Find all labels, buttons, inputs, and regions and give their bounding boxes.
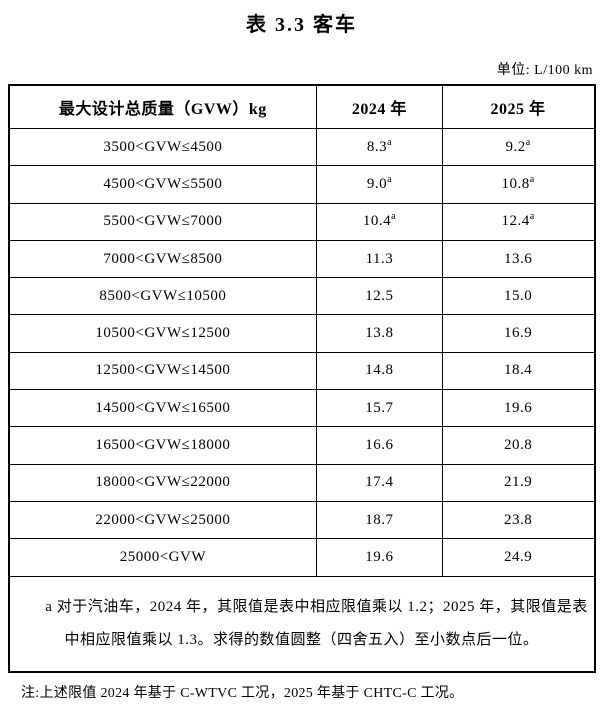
- table-row: 16500<GVW≤18000 16.6 20.8: [7, 426, 596, 465]
- limit-2024: 11.3: [316, 239, 443, 279]
- limit-2024: 9.0a: [316, 165, 443, 204]
- limit-2025: 21.9: [441, 463, 596, 502]
- table-row: 3500<GVW≤4500 8.3a 9.2a: [7, 127, 596, 167]
- gvw-range: 25000<GVW: [7, 538, 318, 577]
- table-footnote: a 对于汽油车，2024 年，其限值是表中相应限值乘以 1.2；2025 年，其…: [8, 575, 595, 673]
- gvw-range: 16500<GVW≤18000: [7, 426, 318, 465]
- gvw-range: 5500<GVW≤7000: [7, 202, 318, 241]
- fuel-limit-table: 最大设计总质量（GVW）kg 2024 年 2025 年 3500<GVW≤45…: [7, 84, 596, 673]
- limit-2025: 16.9: [441, 314, 596, 353]
- limit-2024: 12.5: [316, 277, 443, 316]
- header-gvw: 最大设计总质量（GVW）kg: [7, 84, 318, 129]
- limit-2025: 18.4: [441, 351, 596, 391]
- table-row: 10500<GVW≤12500 13.8 16.9: [7, 314, 596, 353]
- footnote-marker: a: [525, 136, 531, 148]
- limit-2024: 13.8: [316, 314, 443, 353]
- table-row: 22000<GVW≤25000 18.7 23.8: [7, 500, 596, 540]
- limit-2025: 19.6: [441, 389, 596, 428]
- gvw-range: 22000<GVW≤25000: [7, 500, 318, 540]
- header-row: 最大设计总质量（GVW）kg 2024 年 2025 年: [7, 84, 596, 129]
- footnote-marker: a: [387, 173, 393, 185]
- limit-2024: 18.7: [316, 500, 443, 540]
- limit-2024: 17.4: [316, 463, 443, 502]
- footnote-marker: a: [387, 136, 393, 148]
- limit-2024: 14.8: [316, 351, 443, 391]
- limit-2024: 8.3a: [316, 127, 443, 167]
- gvw-range: 12500<GVW≤14500: [7, 351, 318, 391]
- limit-2024: 15.7: [316, 389, 443, 428]
- gvw-range: 3500<GVW≤4500: [7, 127, 318, 167]
- gvw-range: 4500<GVW≤5500: [7, 165, 318, 204]
- limit-2025: 13.6: [441, 239, 596, 279]
- limit-2025: 9.2a: [441, 127, 596, 167]
- header-2025: 2025 年: [441, 84, 596, 129]
- gvw-range: 14500<GVW≤16500: [7, 389, 318, 428]
- table-row: 14500<GVW≤16500 15.7 19.6: [7, 389, 596, 428]
- table-title: 表 3.3 客车: [246, 14, 357, 36]
- limit-2025: 10.8a: [441, 165, 596, 204]
- limit-2025: 20.8: [441, 426, 596, 465]
- unit-label: 单位: L/100 km: [496, 63, 593, 78]
- table-row: 4500<GVW≤5500 9.0a 10.8a: [7, 165, 596, 204]
- gvw-range: 18000<GVW≤22000: [7, 463, 318, 502]
- gvw-range: 8500<GVW≤10500: [7, 277, 318, 316]
- limit-2024: 10.4a: [316, 202, 443, 241]
- limit-2025: 15.0: [441, 277, 596, 316]
- table-row: 25000<GVW 19.6 24.9: [7, 538, 596, 577]
- table-row: 7000<GVW≤8500 11.3 13.6: [7, 239, 596, 279]
- table-row: 8500<GVW≤10500 12.5 15.0: [7, 277, 596, 316]
- gvw-range: 7000<GVW≤8500: [7, 239, 318, 279]
- header-2024: 2024 年: [316, 84, 443, 129]
- footnote-marker: a: [529, 211, 535, 223]
- table-row: 18000<GVW≤22000 17.4 21.9: [7, 463, 596, 502]
- bottom-note: 注:上述限值 2024 年基于 C-WTVC 工况，2025 年基于 CHTC-…: [21, 685, 464, 701]
- gvw-range: 10500<GVW≤12500: [7, 314, 318, 353]
- limit-2025: 23.8: [441, 500, 596, 540]
- limit-2025: 12.4a: [441, 202, 596, 241]
- limit-2024: 19.6: [316, 538, 443, 577]
- limit-2024: 16.6: [316, 426, 443, 465]
- footnote-marker: a: [391, 211, 397, 223]
- footnote-marker: a: [529, 173, 535, 185]
- footnote-row: a 对于汽油车，2024 年，其限值是表中相应限值乘以 1.2；2025 年，其…: [8, 575, 595, 673]
- limit-2025: 24.9: [441, 538, 596, 577]
- table-row: 12500<GVW≤14500 14.8 18.4: [7, 351, 596, 391]
- table-row: 5500<GVW≤7000 10.4a 12.4a: [7, 202, 596, 241]
